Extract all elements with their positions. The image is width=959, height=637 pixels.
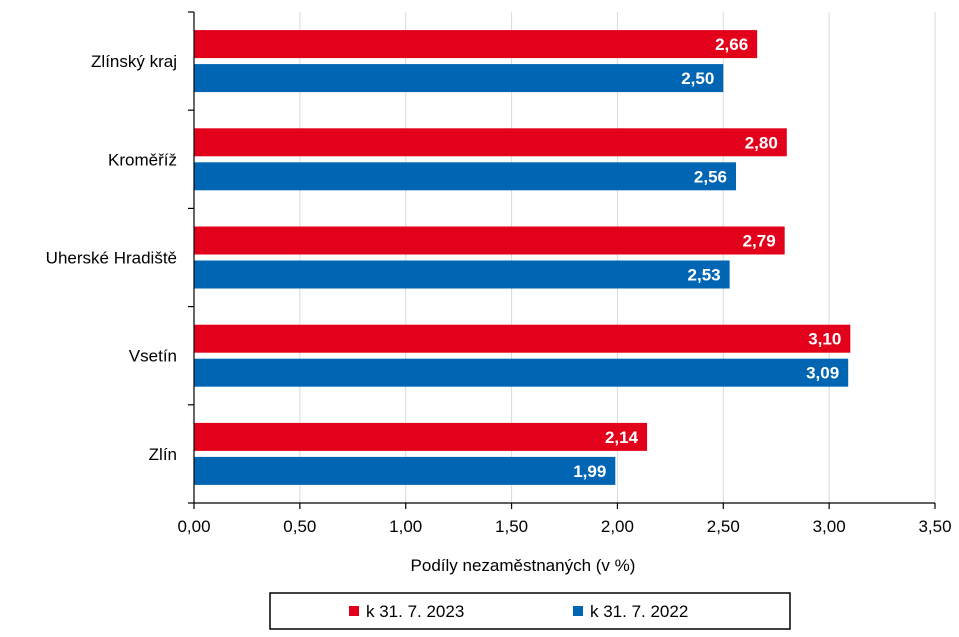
- bars: 2,662,50 2,80 2,56 2,79 2,53 3,10 3,09 2,14 1,99: [194, 30, 851, 485]
- legend-swatch: [573, 606, 583, 616]
- legend-box: [269, 592, 791, 630]
- bar: [194, 162, 736, 191]
- bar-value-label: 3,10: [808, 330, 841, 349]
- bar: [194, 226, 785, 255]
- y-tick-label: Zlínský kraj: [91, 52, 177, 71]
- x-tick-label: 1,00: [389, 517, 422, 536]
- y-tick-label: Zlín: [149, 445, 177, 464]
- gridlines: [299, 12, 936, 503]
- x-axis-title: Podíly nezaměstnaných (v %): [411, 556, 636, 575]
- bar: [194, 128, 787, 157]
- x-tick-label: 3,00: [813, 517, 846, 536]
- bar: [194, 358, 849, 387]
- legend: k 31. 7. 2023 k 31. 7. 2022: [269, 592, 791, 630]
- x-tick-label: 3,50: [918, 517, 951, 536]
- bar-value-label: 2,14: [605, 428, 639, 447]
- legend-label: k 31. 7. 2023: [366, 602, 464, 621]
- x-tick-label: 2,50: [707, 517, 740, 536]
- bar: [194, 64, 724, 93]
- bar-value-label: 1,99: [573, 462, 606, 481]
- x-tick-label: 1,50: [495, 517, 528, 536]
- x-tick-label: 2,00: [601, 517, 634, 536]
- bar-value-label: 2,53: [688, 266, 721, 285]
- x-tick-label: 0,00: [177, 517, 210, 536]
- axes: Zlínský kraj Kroměříž Uherské Hradiště Vset…: [46, 11, 952, 536]
- y-tick-label: Uherské Hradiště: [46, 249, 177, 268]
- legend-label: k 31. 7. 2022: [590, 602, 688, 621]
- bar: [194, 30, 758, 59]
- x-tick-label: 0,50: [283, 517, 316, 536]
- bar: [194, 422, 648, 451]
- y-tick-label: Kroměříž: [108, 150, 177, 169]
- bar-value-label: 2,80: [745, 133, 778, 152]
- bar-value-label: 2,79: [743, 232, 776, 251]
- bar: [194, 324, 851, 353]
- bar-value-label: 3,09: [806, 364, 839, 383]
- legend-swatch: [349, 606, 359, 616]
- bar: [194, 456, 616, 485]
- y-tick-label: Vsetín: [129, 347, 177, 366]
- bar-value-label: 2,56: [694, 167, 727, 186]
- bar-value-label: 2,50: [681, 69, 714, 88]
- bar: [194, 260, 730, 289]
- bar-value-label: 2,66: [715, 35, 748, 54]
